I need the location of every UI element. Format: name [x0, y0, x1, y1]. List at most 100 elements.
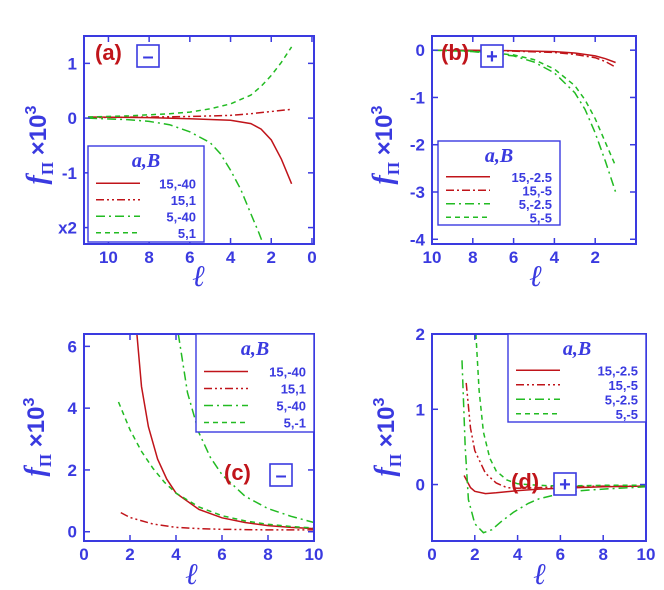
x-tick-label: 8 — [468, 248, 477, 267]
x-tick-label: 6 — [509, 248, 518, 267]
x-axis-label: ℓ — [186, 558, 199, 590]
legend-entry-label: 15,-40 — [269, 365, 306, 380]
y-tick-label: 2 — [416, 325, 425, 344]
y-tick-label: 1 — [416, 400, 425, 419]
legend-entry-label: 5,-5 — [616, 407, 638, 422]
x-tick-label: 6 — [185, 248, 194, 267]
x-tick-label: 6 — [217, 545, 226, 564]
y-tick-label: 0 — [416, 41, 425, 60]
x-axis-label: ℓ — [530, 260, 543, 293]
plot-frame — [83, 35, 315, 245]
series-line-2 — [88, 108, 292, 119]
series-line-1 — [136, 334, 314, 530]
legend-box — [437, 140, 561, 226]
x-tick-label: 2 — [125, 545, 134, 564]
series-line-2 — [120, 511, 314, 531]
x-tick-label: 0 — [307, 248, 316, 267]
sign-box — [136, 44, 160, 68]
legend-box — [87, 145, 205, 243]
legend-box — [507, 333, 647, 423]
legend-entry-label: 15,1 — [171, 193, 196, 208]
x-tick-label: 10 — [637, 545, 656, 564]
legend-title: a,B — [241, 338, 269, 360]
x-tick-label: 2 — [267, 248, 276, 267]
sign-label: + — [559, 474, 571, 496]
legend: a,B15,-40 15,1 5,-40 5,-1 — [195, 333, 315, 433]
legend: a,B 15,-2.515,-55,-2.55,-5 — [507, 333, 647, 423]
series-line-3 — [177, 334, 314, 524]
legend-title: a,B — [563, 338, 591, 360]
sign-box — [553, 472, 577, 496]
x-tick-label: 6 — [556, 545, 565, 564]
legend-entry-label: 5,1 — [178, 226, 196, 241]
x-tick-label: 0 — [79, 545, 88, 564]
series-line-4 — [117, 401, 314, 529]
plot-frame — [431, 35, 637, 245]
legend-entry-label: 5,-1 — [284, 416, 306, 431]
y-axis-label: fΠ ×103 — [370, 397, 405, 476]
x-axis-label: ℓ — [534, 558, 547, 590]
y-axis-label: fΠ ×103 — [20, 397, 55, 476]
x-tick-label: 2 — [590, 248, 599, 267]
x-tick-label: 8 — [598, 545, 607, 564]
series-line-1 — [463, 475, 646, 495]
y-tick-label: -2 — [410, 136, 425, 155]
x-tick-label: 10 — [423, 248, 442, 267]
panel-label: (a) — [95, 40, 122, 65]
y-tick-label: 2 — [68, 461, 77, 480]
x-axis-label: ℓ — [193, 260, 206, 293]
series-group — [461, 334, 646, 534]
x-tick-label: 4 — [550, 248, 560, 267]
legend-entry-label: 15,-40 — [159, 176, 196, 191]
legend-entry-label: 5,-2.5 — [605, 392, 638, 407]
y-tick-label: x2 — [58, 219, 77, 238]
panel-label: (b) — [441, 40, 469, 65]
series-line-4 — [475, 334, 646, 487]
y-tick-label: 4 — [68, 399, 78, 418]
y-tick-label: 1 — [68, 54, 77, 73]
x-tick-label: 8 — [263, 545, 272, 564]
series-line-1 — [432, 49, 616, 64]
legend-entry-label: 5,-5 — [530, 210, 552, 225]
sign-label: + — [486, 46, 498, 68]
x-tick-label: 4 — [513, 545, 523, 564]
series-line-3 — [88, 117, 264, 244]
legend-box — [195, 333, 315, 433]
x-tick-label: 2 — [470, 545, 479, 564]
y-axis-label: fΠ ×103 — [22, 105, 57, 184]
legend-entry-label: 5,-2.5 — [519, 197, 552, 212]
legend-entry-label: 15,-5 — [608, 378, 638, 393]
sign-box — [269, 463, 293, 487]
y-tick-label: 0 — [68, 523, 77, 542]
series-line-2 — [432, 49, 616, 68]
x-tick-label: 8 — [144, 248, 153, 267]
y-tick-label: -4 — [410, 230, 426, 249]
legend-entry-label: 5,-40 — [276, 399, 306, 414]
legend-title: a,B — [485, 145, 513, 167]
series-group — [88, 46, 293, 244]
sign-label: – — [142, 46, 153, 68]
legend: a,B 15,-40 15,15,-40 5,1 — [87, 145, 205, 243]
x-tick-label: 4 — [226, 248, 236, 267]
series-group — [117, 334, 314, 531]
x-tick-label: 0 — [427, 545, 436, 564]
legend-entry-label: 15,1 — [281, 382, 306, 397]
legend-entry-label: 5,-40 — [166, 209, 196, 224]
series-line-4 — [432, 49, 617, 167]
legend-title: a,B — [132, 150, 160, 172]
legend-entry-label: 15,-5 — [522, 183, 552, 198]
x-tick-label: 4 — [171, 545, 181, 564]
y-tick-label: 0 — [68, 109, 77, 128]
legend-entry-label: 15,-2.5 — [598, 363, 638, 378]
y-tick-label: -1 — [62, 164, 77, 183]
sign-label: – — [275, 465, 286, 487]
x-tick-label: 10 — [305, 545, 324, 564]
panel-label: (d) — [511, 469, 539, 494]
sign-box — [480, 44, 504, 68]
legend: a,B 15,-2.515,-55,-2.55,-5 — [437, 140, 561, 226]
panel-b: 10 8 6 4 2 0 -1 -2 -3 -4 ℓ fΠ ×103 (b) + a,B 15,-2.515,… — [368, 35, 637, 293]
